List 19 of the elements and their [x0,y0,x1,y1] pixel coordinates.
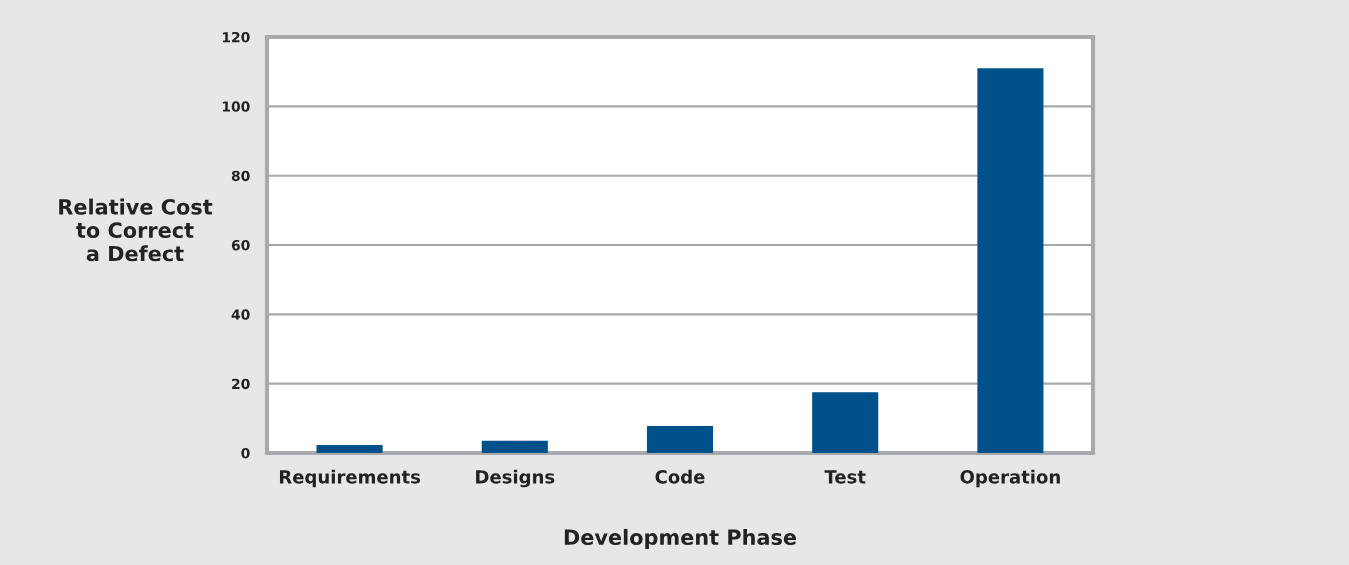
bar [977,68,1044,453]
x-tick-label: Requirements [279,469,421,488]
x-tick-label: Code [655,469,705,484]
y-tick-label: 120 [222,31,250,43]
x-axis-title: Development Phase [564,528,797,550]
y-tick-label: 0 [241,447,250,459]
y-tick-label: 40 [231,309,250,320]
x-tick-label: Test [824,470,866,484]
x-tick-label: Operation [960,469,1060,488]
y-tick-label: 20 [232,378,250,390]
bar [646,425,714,453]
x-tick-label: Designs [476,469,555,488]
bar [481,440,548,453]
y-tick-label: 80 [231,170,250,182]
y-tick-label: 60 [231,239,250,251]
y-tick-label: 100 [222,101,250,112]
y-axis-title: Relative Cost to Correct a Defect [59,198,213,262]
bar [812,392,879,453]
bar [316,445,383,453]
